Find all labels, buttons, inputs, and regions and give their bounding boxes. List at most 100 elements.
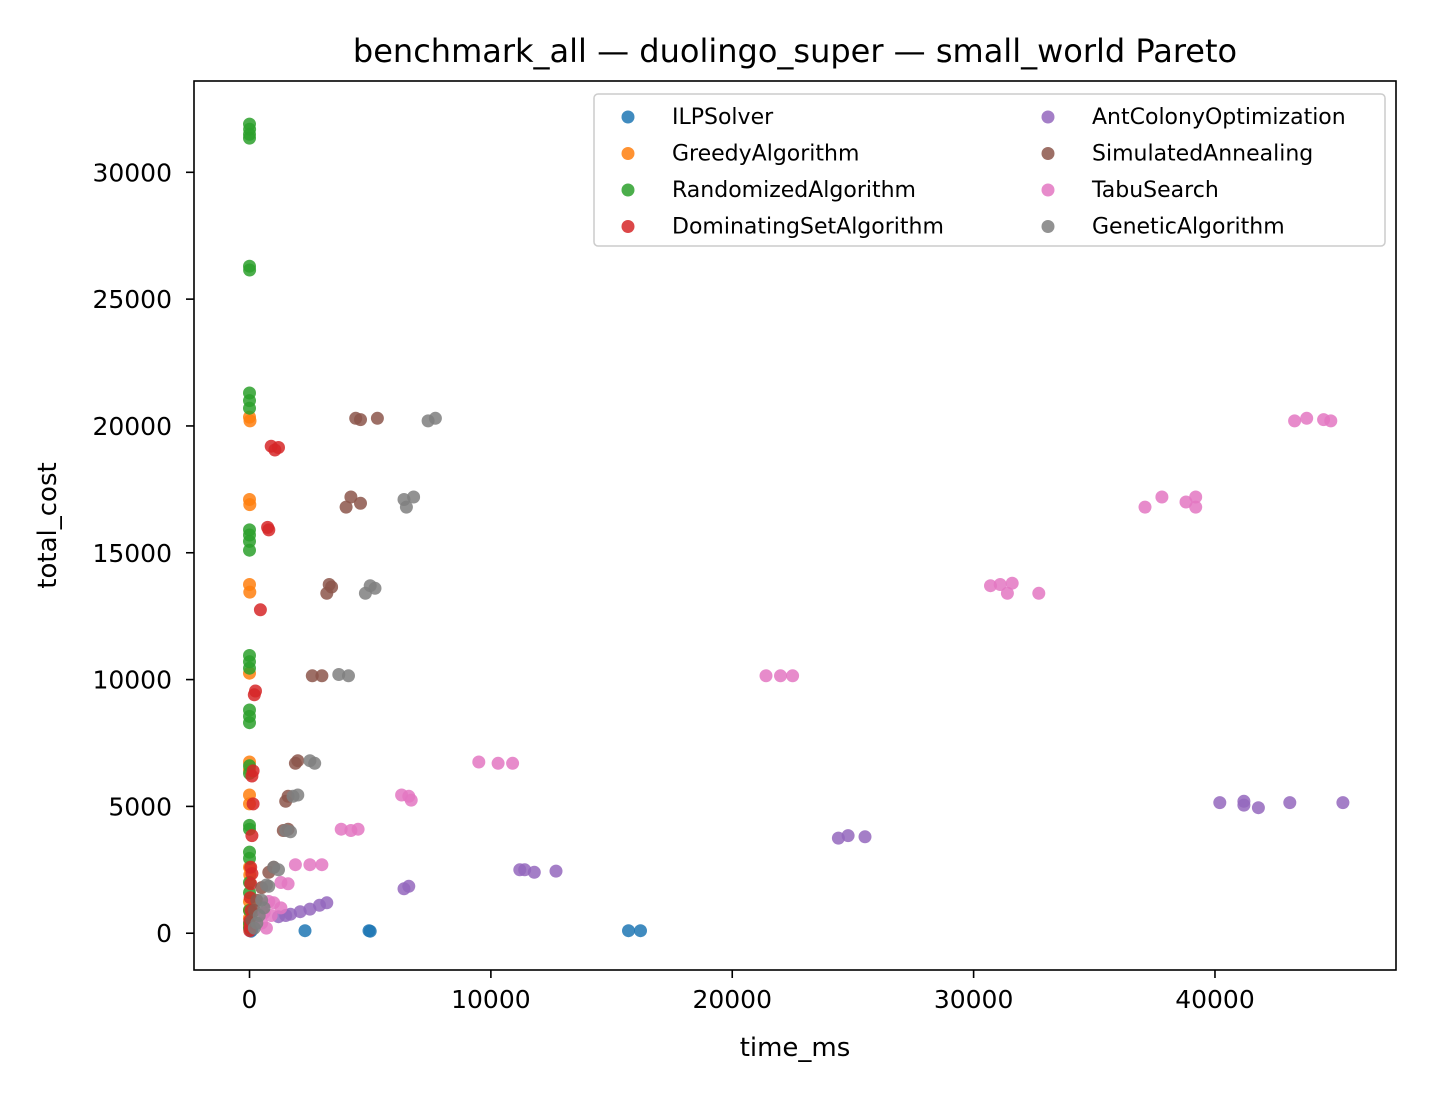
data-point [325, 580, 339, 594]
series-ILPSolver [244, 923, 647, 938]
y-tick-label: 20000 [92, 412, 172, 441]
data-point [1237, 798, 1251, 812]
data-point [305, 669, 319, 683]
data-point [407, 490, 421, 504]
data-point [370, 411, 384, 425]
legend: ILPSolver GreedyAlgorithm RandomizedAlgori… [593, 93, 1386, 247]
x-tick-label: 40000 [1175, 985, 1255, 1014]
y-tick-label: 5000 [108, 792, 172, 821]
data-point [368, 581, 382, 595]
legend-item: AntColonyOptimization [1041, 105, 1346, 130]
data-point [984, 579, 997, 593]
data-point [1336, 796, 1350, 810]
x-tick-label: 30000 [934, 985, 1014, 1014]
data-point [334, 822, 348, 836]
data-point [351, 822, 365, 836]
y-tick-label: 15000 [92, 539, 172, 568]
legend-frame [593, 93, 1386, 247]
data-point [841, 829, 855, 843]
series-GeneticAlgorithm [247, 411, 442, 935]
data-point [1000, 586, 1014, 600]
data-point [993, 578, 1007, 591]
data-point [622, 924, 635, 938]
legend-item: SimulatedAnnealing [1041, 142, 1313, 167]
data-point [262, 523, 276, 537]
data-point [339, 500, 353, 514]
data-point [243, 716, 256, 730]
data-point [243, 543, 256, 557]
chart-title: benchmark_all — duolingo_super — small_w… [353, 32, 1237, 70]
data-point [303, 858, 317, 872]
data-point [759, 669, 773, 683]
data-point [245, 867, 259, 881]
data-point [332, 668, 346, 681]
data-point [1324, 414, 1338, 428]
data-point [243, 661, 256, 675]
data-point [344, 490, 358, 504]
data-point [1032, 586, 1046, 600]
data-point [1179, 495, 1193, 509]
data-point [291, 788, 305, 802]
data-point [1005, 576, 1019, 590]
legend-marker [1041, 220, 1055, 233]
data-point [243, 263, 257, 277]
data-point [506, 756, 520, 770]
data-point [274, 901, 288, 915]
y-axis-ticks: 0 5000 10000 15000 20000 25000 30000 [92, 158, 194, 948]
data-point [291, 754, 305, 768]
data-point [246, 797, 260, 811]
legend-item: GeneticAlgorithm [1041, 215, 1285, 240]
data-point [354, 413, 367, 427]
data-point [774, 669, 787, 683]
y-tick-label: 0 [156, 919, 172, 948]
data-point [243, 131, 256, 145]
legend-item: RandomizedAlgorithm [621, 178, 916, 203]
series-AntColonyOptimization [272, 794, 1350, 924]
series-SimulatedAnnealing [245, 411, 384, 927]
data-points [243, 117, 1350, 938]
data-point [284, 825, 297, 839]
data-point [308, 756, 322, 770]
data-point [634, 924, 647, 938]
legend-marker [621, 183, 635, 197]
x-axis-ticks: 0 10000 20000 30000 40000 [242, 970, 1255, 1014]
legend-label: GreedyAlgorithm [672, 142, 859, 167]
data-point [1288, 414, 1302, 428]
data-point [315, 669, 329, 683]
y-axis-label: total_cost [33, 462, 63, 588]
y-tick-label: 30000 [92, 158, 172, 187]
data-point [1138, 500, 1152, 514]
data-point [298, 924, 312, 938]
data-point [262, 879, 276, 893]
data-point [472, 755, 486, 769]
data-point [259, 921, 273, 935]
data-point [247, 921, 261, 935]
legend-label: SimulatedAnnealing [1092, 142, 1313, 167]
data-point [358, 586, 372, 600]
legend-marker [621, 220, 635, 233]
legend-label: AntColonyOptimization [1092, 105, 1346, 130]
data-point [354, 496, 367, 510]
y-tick-label: 10000 [92, 666, 172, 695]
legend-label: GeneticAlgorithm [1092, 215, 1285, 240]
legend-item: DominatingSetAlgorithm [621, 215, 944, 240]
series-RandomizedAlgorithm [243, 117, 257, 935]
data-point [1189, 500, 1203, 514]
data-point [399, 500, 413, 514]
data-point [272, 441, 285, 454]
data-point [315, 858, 329, 872]
data-point [1213, 796, 1227, 810]
data-point [247, 688, 261, 702]
x-tick-label: 10000 [451, 985, 531, 1014]
data-point [243, 414, 257, 428]
data-point [342, 669, 355, 683]
legend-marker [1041, 147, 1055, 160]
data-point [1283, 796, 1297, 810]
data-point [272, 863, 285, 877]
data-point [1155, 490, 1169, 504]
data-point [1189, 490, 1203, 504]
data-point [243, 585, 257, 599]
data-point [281, 877, 295, 891]
legend-label: DominatingSetAlgorithm [672, 215, 944, 240]
